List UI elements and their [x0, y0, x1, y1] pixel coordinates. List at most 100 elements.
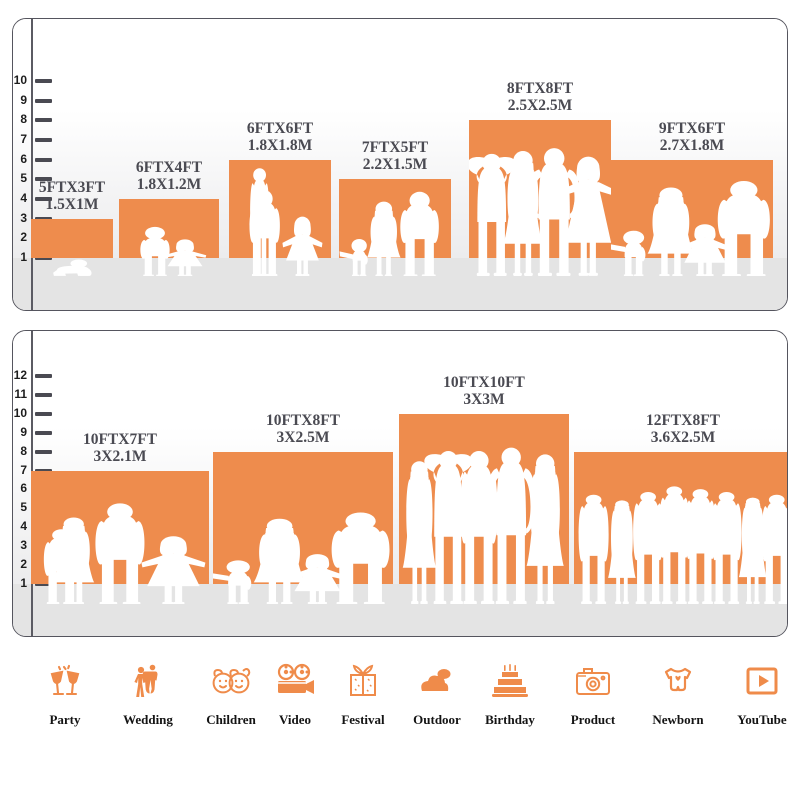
- bar-label: 10FTX10FT 3X3M: [394, 374, 574, 408]
- bar-label-feet: 7FTX5FT: [361, 139, 429, 157]
- usecase-birthday[interactable]: Birthday: [467, 652, 553, 728]
- y-axis-tick: [35, 449, 52, 454]
- y-axis-tick-label: 4: [20, 191, 27, 205]
- y-axis-tick-label: 7: [20, 462, 27, 477]
- bar-label: 12FTX8FT 3.6X2.5M: [593, 412, 773, 446]
- y-axis-tick: [35, 157, 52, 162]
- bar-label: 6FTX6FT 1.8X1.8M: [190, 120, 370, 154]
- bar-label-meters: 3X3M: [463, 390, 505, 408]
- usecase-label: Festival: [341, 712, 385, 727]
- y-axis-tick-label: 3: [20, 538, 27, 553]
- bar-label-feet: 6FTX6FT: [246, 119, 314, 137]
- two-kid-faces-icon: [188, 652, 274, 710]
- y-axis-tick: [35, 98, 52, 103]
- usecase-label: YouTube: [737, 712, 787, 727]
- y-axis-tick: [35, 582, 52, 586]
- usecase-product[interactable]: Product: [550, 652, 636, 728]
- chart-floor: [13, 584, 787, 636]
- usecase-newborn[interactable]: Newborn: [635, 652, 721, 728]
- bar-7ftx5ft[interactable]: [339, 179, 451, 258]
- bar-label-feet: 10FTX7FT: [82, 430, 158, 448]
- bar-10ftx7ft[interactable]: [31, 470, 209, 584]
- photo-camera-icon: [550, 652, 636, 710]
- bar-label-meters: 1.8X1.8M: [247, 136, 313, 154]
- y-axis-tick: [35, 374, 52, 378]
- chart-floor: [13, 258, 787, 310]
- bar-label-meters: 1.5X1M: [45, 195, 99, 213]
- play-button-icon: [719, 652, 800, 710]
- y-axis-tick-label: 11: [14, 386, 27, 401]
- y-axis-tick-label: 1: [20, 576, 27, 590]
- bar-label: 6FTX4FT 1.8X1.2M: [79, 159, 259, 193]
- y-axis-tick: [35, 177, 52, 182]
- bar-6ftx4ft[interactable]: [119, 199, 219, 258]
- bar-label: 7FTX5FT 2.2X1.5M: [305, 139, 485, 173]
- y-axis-tick: [35, 138, 52, 142]
- usecase-wedding[interactable]: Wedding: [105, 652, 191, 728]
- bar-label-meters: 3X2.5M: [276, 428, 330, 446]
- cloud-bush-icon: [394, 652, 480, 710]
- y-axis-tick-label: 6: [20, 481, 27, 496]
- y-axis-tick-label: 5: [20, 171, 27, 186]
- gift-box-icon: [320, 652, 406, 710]
- bar-label: 10FTX8FT 3X2.5M: [213, 412, 393, 446]
- y-axis-tick-label: 2: [20, 557, 27, 572]
- y-axis-tick-label: 4: [20, 519, 27, 534]
- bar-label-feet: 9FTX6FT: [658, 119, 726, 137]
- tiered-cake-icon: [467, 652, 553, 710]
- bar-label: 8FTX8FT 2.5X2.5M: [450, 80, 630, 114]
- bar-label-meters: 1.8X1.2M: [136, 176, 202, 193]
- baby-onesie-icon: [635, 652, 721, 710]
- usecase-label: Children: [206, 712, 256, 727]
- y-axis-tick-label: 5: [20, 500, 27, 515]
- bride-groom-icon: [105, 652, 191, 710]
- bar-label-feet: 5FTX3FT: [38, 178, 106, 196]
- y-axis-tick-label: 8: [20, 443, 27, 458]
- y-axis-tick-label: 2: [20, 230, 27, 245]
- usecase-youtube[interactable]: YouTube: [719, 652, 800, 728]
- usecase-video[interactable]: Video: [252, 652, 338, 728]
- bar-10ftx10ft[interactable]: [399, 413, 569, 584]
- bar-label-feet: 10FTX8FT: [265, 411, 341, 429]
- bar-label-feet: 8FTX8FT: [506, 80, 574, 98]
- y-axis-tick-label: 3: [20, 210, 27, 225]
- y-axis-tick: [35, 197, 52, 201]
- bar-10ftx8ft[interactable]: [213, 451, 393, 584]
- bar-label: 9FTX6FT 2.7X1.8M: [602, 120, 782, 154]
- y-axis-line: [31, 19, 33, 310]
- bar-label-meters: 3.6X2.5M: [650, 428, 716, 446]
- y-axis-tick: [35, 392, 52, 397]
- y-axis-tick: [35, 79, 52, 83]
- usecase-label: Birthday: [485, 712, 535, 727]
- bar-label-meters: 2.5X2.5M: [507, 97, 573, 115]
- y-axis-tick-label: 1: [20, 250, 27, 264]
- bar-6ftx6ft[interactable]: [229, 159, 331, 258]
- y-axis-tick-label: 8: [20, 112, 27, 127]
- y-axis-tick: [35, 411, 52, 416]
- bar-label: 10FTX7FT 3X2.1M: [30, 431, 210, 465]
- bar-12ftx8ft[interactable]: [574, 451, 787, 584]
- movie-camera-icon: [252, 652, 338, 710]
- bar-5ftx3ft[interactable]: [31, 218, 113, 258]
- usecase-label: Video: [278, 712, 312, 727]
- y-axis-tick: [35, 118, 52, 123]
- bar-label-meters: 2.7X1.8M: [659, 136, 725, 154]
- chart-panel-small-medium: 1 2 3 4 5 6 7 8 9 10 5FTX3FT 1.5X1M 6FTX4FT 1.8X1.2M…: [12, 18, 788, 311]
- bar-label-feet: 6FTX4FT: [135, 159, 203, 176]
- bar-8ftx8ft[interactable]: [469, 120, 611, 258]
- y-axis-tick-label: 9: [20, 424, 27, 439]
- usecase-label: Party: [49, 712, 81, 727]
- bar-label-meters: 3X2.1M: [93, 447, 147, 465]
- usecase-label: Product: [570, 712, 616, 727]
- usecase-festival[interactable]: Festival: [320, 652, 406, 728]
- y-axis-tick-label: 7: [20, 132, 27, 146]
- y-axis-tick-label: 9: [20, 92, 27, 107]
- bar-9ftx6ft[interactable]: [611, 159, 773, 258]
- usecase-party[interactable]: Party: [22, 652, 108, 728]
- usecase-label: Wedding: [123, 712, 173, 727]
- usecase-outdoor[interactable]: Outdoor: [394, 652, 480, 728]
- y-axis-tick: [35, 430, 52, 435]
- y-axis-tick: [35, 256, 52, 260]
- usecase-children[interactable]: Children: [188, 652, 274, 728]
- y-axis-tick-label: 6: [20, 151, 27, 166]
